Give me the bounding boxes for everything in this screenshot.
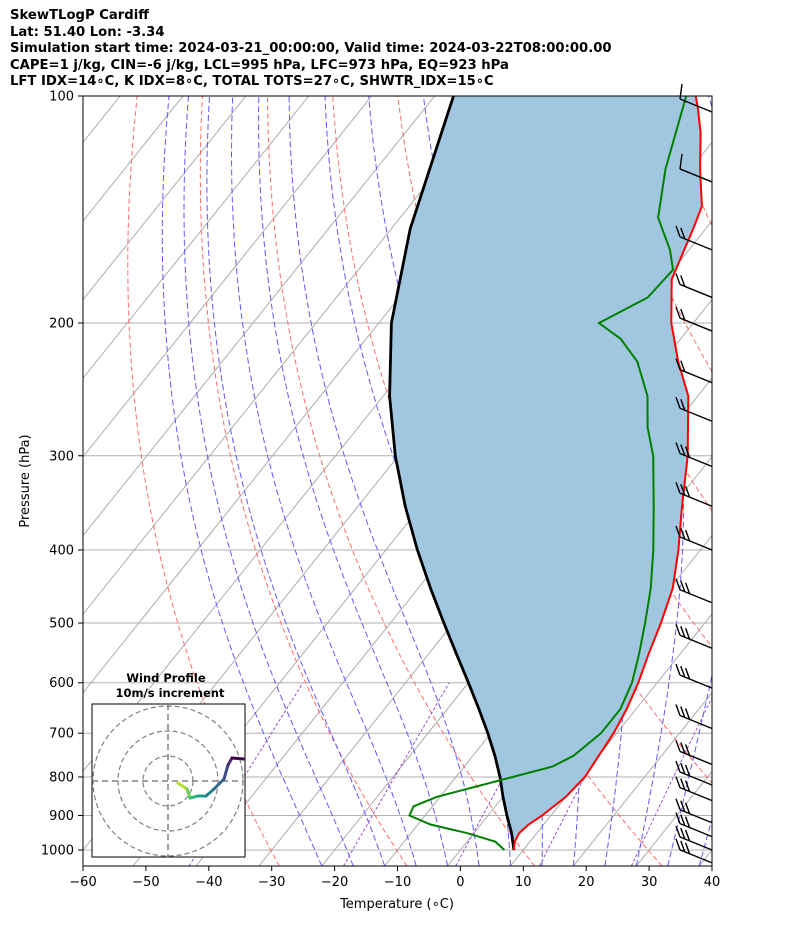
indices-line-2: LFT IDX=14∘C, K IDX=8∘C, TOTAL TOTS=27∘C… bbox=[10, 74, 494, 90]
wind-barb bbox=[675, 704, 713, 730]
wind-barb bbox=[675, 825, 713, 851]
moist-adiabat-line bbox=[698, 816, 712, 866]
mixing-ratio-line bbox=[630, 696, 712, 866]
y-tick-label: 300 bbox=[49, 449, 74, 464]
x-tick-label: −30 bbox=[258, 875, 285, 890]
parcel-curve bbox=[388, 96, 516, 851]
wind-barb bbox=[675, 442, 713, 468]
y-axis-label: Pressure (hPa) bbox=[18, 434, 33, 527]
y-tick-label: 1000 bbox=[41, 844, 74, 859]
dry-adiabat-line bbox=[789, 96, 794, 866]
wind-barb bbox=[675, 760, 713, 786]
wind-barb bbox=[675, 482, 713, 507]
y-tick-label: 100 bbox=[49, 90, 74, 105]
isotherm-line bbox=[573, 691, 712, 866]
x-tick-label: −20 bbox=[321, 875, 348, 890]
wind-barb bbox=[675, 225, 713, 251]
dry-adiabat-line bbox=[127, 96, 280, 866]
profile-layer bbox=[388, 96, 703, 851]
header: SkewTLogP Cardiff Lat: 51.40 Lon: -3.34 … bbox=[10, 8, 612, 91]
wind-barb bbox=[675, 798, 713, 824]
hodograph-inset: Wind Profile 10m/s increment bbox=[91, 671, 246, 858]
hodograph-segment bbox=[204, 787, 216, 798]
y-tick-label: 600 bbox=[49, 676, 74, 691]
wind-barb bbox=[675, 273, 713, 299]
isotherm-line bbox=[83, 96, 310, 380]
dry-adiabat-line bbox=[267, 96, 535, 866]
x-tick-label: −10 bbox=[384, 875, 411, 890]
moist-adiabat-line bbox=[161, 96, 323, 866]
y-tick-label: 900 bbox=[49, 809, 74, 824]
wind-barb bbox=[675, 740, 713, 766]
isotherm-line bbox=[83, 96, 373, 458]
chart-title: SkewTLogP Cardiff bbox=[10, 8, 149, 23]
hodograph-segment bbox=[222, 763, 230, 781]
dry-adiabat-line bbox=[199, 96, 408, 866]
y-tick-label: 400 bbox=[49, 543, 74, 558]
hodograph-segment bbox=[212, 777, 226, 791]
x-tick-label: 10 bbox=[515, 875, 532, 890]
moist-adiabat-line bbox=[230, 96, 417, 866]
hodograph-segment bbox=[185, 787, 192, 800]
wind-barb bbox=[675, 578, 713, 604]
x-tick-label: 30 bbox=[641, 875, 658, 890]
y-tick-label: 700 bbox=[49, 727, 74, 742]
isotherm-line bbox=[698, 849, 712, 866]
x-tick-label: −50 bbox=[132, 875, 159, 890]
x-axis-ticks: −60 −50 −40 −30 −20 −10 0 10 20 30 40 bbox=[69, 866, 720, 890]
location-line: Lat: 51.40 Lon: -3.34 bbox=[10, 24, 165, 40]
y-tick-label: 800 bbox=[49, 770, 74, 785]
x-tick-label: 0 bbox=[456, 875, 464, 890]
moist-adiabat-line bbox=[288, 96, 480, 866]
y-axis-ticks: 1000 900 800 700 600 500 400 300 200 100 bbox=[41, 90, 83, 859]
mixing-ratio-line bbox=[455, 682, 556, 866]
wind-barb bbox=[675, 838, 713, 864]
x-axis-label: Temperature (∘C) bbox=[339, 897, 454, 912]
wind-barb bbox=[679, 153, 713, 183]
wind-barb bbox=[675, 624, 713, 649]
x-tick-label: −60 bbox=[69, 875, 96, 890]
isotherm-line bbox=[83, 96, 247, 301]
hodograph-segment bbox=[230, 756, 246, 761]
dewpoint-curve bbox=[408, 96, 688, 851]
wind-barb bbox=[675, 358, 713, 384]
wind-barb bbox=[675, 306, 713, 332]
temperature-curve bbox=[512, 96, 703, 851]
moist-adiabat-line bbox=[258, 96, 449, 866]
y-tick-label: 200 bbox=[49, 316, 74, 331]
x-tick-label: 20 bbox=[578, 875, 595, 890]
cape-cin-shading bbox=[389, 96, 702, 850]
moist-adiabat-line bbox=[183, 96, 354, 866]
wind-barb bbox=[675, 397, 713, 422]
y-tick-label: 500 bbox=[49, 617, 74, 632]
dry-adiabat-line bbox=[724, 96, 794, 866]
wind-barb bbox=[675, 776, 713, 802]
moist-adiabat-line bbox=[667, 96, 712, 866]
wind-barb bbox=[675, 663, 713, 689]
isotherm-line bbox=[510, 613, 712, 866]
time-line: Simulation start time: 2024-03-21_00:00:… bbox=[10, 41, 612, 57]
hodograph-plot bbox=[92, 704, 246, 857]
wind-barb bbox=[675, 525, 713, 551]
mixing-ratio-line bbox=[343, 682, 450, 866]
hodograph-segment bbox=[176, 781, 189, 791]
x-tick-label: 40 bbox=[704, 875, 721, 890]
indices-line-1: CAPE=1 j/kg, CIN=-6 j/kg, LCL=995 hPa, L… bbox=[10, 57, 509, 73]
wind-barbs bbox=[675, 83, 713, 864]
inset-subtitle: 10m/s increment bbox=[116, 686, 225, 700]
moist-adiabat-line bbox=[206, 96, 386, 866]
wind-barb bbox=[675, 812, 713, 838]
inset-title: Wind Profile bbox=[126, 671, 206, 685]
x-tick-label: −40 bbox=[195, 875, 222, 890]
isotherm-line bbox=[83, 96, 498, 615]
isotherm-line bbox=[83, 96, 435, 537]
